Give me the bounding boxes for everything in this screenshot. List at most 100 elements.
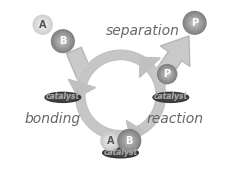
- Circle shape: [37, 19, 48, 30]
- Ellipse shape: [159, 94, 183, 98]
- Circle shape: [191, 20, 198, 26]
- Circle shape: [184, 12, 205, 33]
- Circle shape: [108, 139, 113, 143]
- Circle shape: [127, 139, 132, 143]
- Circle shape: [193, 21, 196, 25]
- Circle shape: [126, 138, 133, 144]
- Circle shape: [52, 31, 74, 52]
- Circle shape: [189, 17, 200, 29]
- Circle shape: [105, 135, 116, 146]
- Circle shape: [39, 21, 46, 28]
- Circle shape: [162, 69, 173, 80]
- Circle shape: [119, 130, 140, 152]
- Circle shape: [192, 20, 197, 25]
- Circle shape: [59, 37, 67, 45]
- Circle shape: [102, 132, 119, 150]
- Circle shape: [161, 68, 173, 80]
- Circle shape: [158, 65, 177, 84]
- Circle shape: [35, 17, 50, 32]
- Circle shape: [60, 38, 66, 44]
- Text: bonding: bonding: [25, 112, 81, 126]
- Polygon shape: [68, 79, 96, 97]
- Circle shape: [57, 36, 68, 47]
- Circle shape: [188, 16, 201, 29]
- Polygon shape: [140, 57, 160, 77]
- Circle shape: [54, 32, 72, 50]
- Circle shape: [120, 132, 138, 150]
- Text: separation: separation: [106, 24, 179, 38]
- Circle shape: [52, 30, 74, 53]
- Circle shape: [186, 14, 204, 32]
- Circle shape: [162, 69, 172, 79]
- Circle shape: [120, 131, 139, 151]
- Circle shape: [158, 65, 176, 83]
- Circle shape: [187, 15, 203, 31]
- Circle shape: [187, 16, 202, 30]
- Circle shape: [159, 66, 175, 82]
- Text: B: B: [59, 36, 67, 46]
- Text: reaction: reaction: [147, 112, 204, 126]
- Circle shape: [104, 134, 117, 148]
- Circle shape: [110, 140, 111, 142]
- Ellipse shape: [51, 94, 75, 98]
- Ellipse shape: [103, 148, 138, 158]
- Circle shape: [100, 74, 141, 116]
- Circle shape: [165, 72, 169, 76]
- Circle shape: [167, 73, 168, 75]
- Circle shape: [56, 34, 70, 48]
- Circle shape: [166, 73, 168, 75]
- Ellipse shape: [108, 149, 133, 154]
- Polygon shape: [77, 50, 146, 85]
- Ellipse shape: [153, 92, 189, 102]
- Polygon shape: [66, 47, 118, 133]
- Circle shape: [102, 133, 119, 149]
- Circle shape: [34, 16, 51, 33]
- Circle shape: [185, 13, 204, 33]
- Circle shape: [56, 35, 69, 48]
- Text: catalyst: catalyst: [154, 92, 188, 101]
- Circle shape: [122, 134, 137, 148]
- Circle shape: [75, 50, 166, 140]
- Circle shape: [41, 23, 44, 26]
- Circle shape: [61, 40, 65, 43]
- Circle shape: [124, 136, 134, 146]
- Circle shape: [60, 39, 65, 44]
- Circle shape: [104, 135, 117, 147]
- Circle shape: [121, 133, 137, 149]
- Ellipse shape: [45, 92, 81, 102]
- Text: catalyst: catalyst: [103, 148, 138, 157]
- Circle shape: [107, 137, 114, 144]
- Text: A: A: [39, 20, 47, 30]
- Circle shape: [55, 33, 71, 49]
- Circle shape: [34, 16, 52, 33]
- Circle shape: [40, 22, 46, 27]
- Circle shape: [118, 130, 141, 152]
- Circle shape: [101, 131, 120, 150]
- Circle shape: [123, 135, 136, 147]
- Circle shape: [106, 137, 114, 145]
- Circle shape: [163, 70, 171, 78]
- Circle shape: [36, 18, 49, 31]
- Circle shape: [58, 36, 68, 46]
- Circle shape: [41, 23, 45, 27]
- Circle shape: [183, 12, 206, 34]
- Circle shape: [194, 22, 195, 24]
- Text: A: A: [107, 136, 114, 146]
- Polygon shape: [135, 64, 166, 136]
- Circle shape: [42, 24, 43, 25]
- Circle shape: [108, 138, 113, 144]
- Text: catalyst: catalyst: [46, 92, 80, 101]
- Circle shape: [160, 67, 174, 81]
- Text: P: P: [191, 18, 198, 28]
- Circle shape: [37, 19, 49, 31]
- Polygon shape: [118, 36, 190, 134]
- Circle shape: [103, 133, 118, 148]
- Circle shape: [190, 18, 200, 28]
- Circle shape: [128, 140, 130, 142]
- Circle shape: [38, 20, 47, 29]
- Circle shape: [125, 137, 133, 145]
- Polygon shape: [75, 91, 131, 140]
- Circle shape: [164, 71, 171, 78]
- Circle shape: [164, 71, 170, 77]
- Circle shape: [106, 136, 115, 146]
